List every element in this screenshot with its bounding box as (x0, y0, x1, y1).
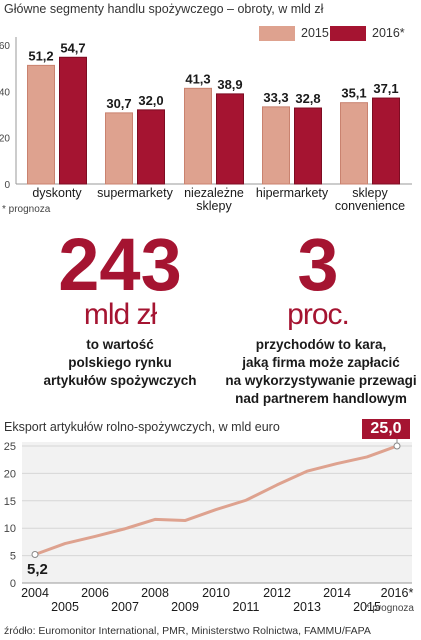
description-line: polskiego rynku (68, 355, 172, 370)
x-tick-label: 2007 (111, 600, 139, 614)
y-tick-label: 10 (4, 523, 16, 535)
bar (340, 102, 368, 185)
bar-value-label: 33,3 (263, 90, 288, 105)
footnote: * prognoza (366, 603, 415, 614)
description-line: nad partnerem handlowym (235, 391, 407, 406)
stat-value-penalty: 3 (297, 223, 339, 306)
bar-value-label: 35,1 (341, 86, 366, 101)
legend-item-2016: 2016* (330, 26, 405, 42)
x-tick-label: 2009 (171, 600, 199, 614)
y-tick-label: 0 (10, 578, 16, 590)
bar-chart: 0 20 40 60 51,2 54,7 dyskonty 30,7 32,0 supermark… (0, 37, 412, 215)
bar (59, 56, 87, 185)
legend-label-2016: 2016* (372, 26, 405, 40)
y-tick-label: 20 (4, 468, 16, 480)
legend-item-2015: 2015 (259, 26, 329, 42)
x-tick-label: 2010 (202, 586, 230, 600)
plot-background (22, 442, 412, 583)
description-line: to wartość (86, 337, 154, 352)
x-tick-label: 2011 (233, 600, 260, 614)
x-tick-label: sklepy (352, 186, 388, 200)
stat-value-market: 243 (58, 223, 182, 306)
bar (184, 87, 212, 185)
bar (372, 97, 400, 185)
x-tick-label: 2013 (293, 600, 321, 614)
y-tick-label: 15 (4, 496, 16, 508)
x-tick-label: 2006 (81, 586, 109, 600)
y-tick-label: 0 (4, 180, 10, 191)
export-chart-title: Eksport artykułów rolno-spożywczych, w m… (4, 420, 280, 434)
bar-value-label: 54,7 (60, 40, 85, 55)
x-tick-label: 2014 (323, 586, 351, 600)
y-tick-label: 60 (0, 41, 10, 52)
description-line: jaką firma może zapłacić (242, 355, 400, 370)
bar (216, 93, 244, 185)
bar-value-label: 30,7 (106, 96, 131, 111)
x-tick-label: 2015 (353, 600, 381, 614)
x-tick-label: sklepy (196, 199, 232, 213)
x-tick-label: supermarkety (97, 186, 173, 200)
source-note: źródło: Euromonitor International, PMR, … (4, 625, 371, 637)
x-tick-label: niezależne (184, 186, 244, 200)
x-tick-label: 2016* (381, 586, 414, 600)
bar-value-label: 37,1 (373, 81, 398, 96)
bar-value-label: 32,0 (138, 93, 163, 108)
x-tick-label: hipermarkety (256, 186, 329, 200)
chart-title: Główne segmenty handlu spożywczego – obr… (4, 2, 324, 16)
bar (137, 109, 165, 185)
y-tick-label: 40 (0, 87, 10, 98)
legend-swatch-2016 (330, 26, 366, 42)
y-tick-label: 5 (10, 551, 16, 563)
bar (105, 112, 133, 185)
description-line: przychodów to kara, (255, 337, 387, 352)
stat-unit-market: mld zł (83, 298, 157, 331)
bar (294, 107, 322, 185)
end-point (393, 442, 401, 450)
bar-value-label: 32,8 (295, 91, 320, 106)
x-tick-label: 2008 (141, 586, 169, 600)
x-tick-label: convenience (335, 199, 405, 213)
x-tick-label: 2012 (263, 586, 291, 600)
final-value-badge: 25,0 (362, 419, 410, 439)
series-line (34, 444, 398, 556)
legend-label-2015: 2015 (301, 26, 329, 40)
stat-unit-penalty: proc. (287, 298, 350, 331)
legend-swatch-2015 (259, 26, 295, 42)
first-value-label: 5,2 (27, 561, 48, 578)
bar (27, 64, 55, 185)
x-tick-label: dyskonty (32, 186, 82, 200)
start-point (31, 551, 39, 559)
stat-description-penalty: przychodów to kara, jaką firma może zapł… (221, 336, 421, 408)
bar-value-label: 51,2 (28, 48, 53, 63)
bar-value-label: 38,9 (217, 77, 242, 92)
y-tick-label: 25 (4, 441, 16, 453)
bar-value-label: 41,3 (185, 71, 210, 86)
footnote: * prognoza (2, 204, 51, 215)
bar (262, 106, 290, 185)
y-tick-label: 20 (0, 134, 10, 145)
x-tick-label: 2005 (51, 600, 79, 614)
stat-description-market: to wartość polskiego rynku artykułów spo… (10, 336, 230, 390)
x-tick-label: 2004 (21, 586, 49, 600)
description-line: na wykorzystywanie przewagi (225, 373, 417, 388)
description-line: artykułów spożywczych (43, 373, 197, 388)
